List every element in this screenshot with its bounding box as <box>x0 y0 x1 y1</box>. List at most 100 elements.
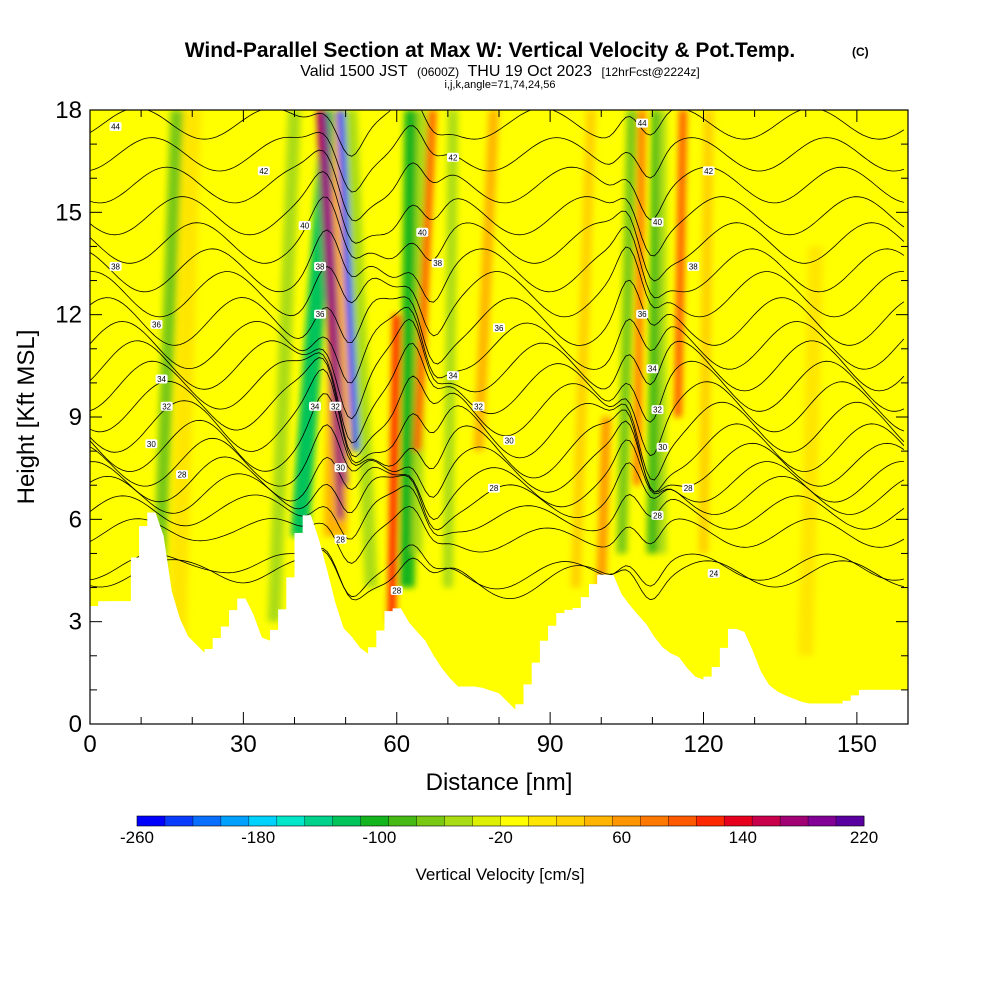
theta-contour-34 <box>90 343 905 444</box>
x-tick-label: 0 <box>83 731 96 758</box>
x-tick-label: 60 <box>383 731 410 758</box>
theta-contour-37 <box>90 279 905 365</box>
theta-contour-labels: 44 44 42 42 42 40 40 40 38 38 38 38 36 36 36 36 34 34 34 34… <box>109 118 720 595</box>
x-tick-label: 30 <box>230 731 257 758</box>
theta-contour-36 <box>90 306 905 384</box>
theta-contour-25 <box>90 544 904 598</box>
colorbar-swatch <box>612 816 641 826</box>
contour-label-text: 38 <box>433 259 442 268</box>
contour-label: 32 <box>160 401 173 411</box>
contour-label: 28 <box>390 585 403 595</box>
contour-label: 36 <box>636 309 649 319</box>
contour-label-text: 44 <box>111 123 120 132</box>
copyright-mark: (C) <box>852 45 869 59</box>
velocity-band <box>570 110 597 588</box>
contour-label: 28 <box>487 483 500 493</box>
colorbar-swatch <box>248 816 278 826</box>
contour-label-text: 38 <box>689 262 698 271</box>
contour-label-box <box>503 435 516 445</box>
contour-label: 34 <box>308 401 321 411</box>
colorbar-swatch <box>668 816 697 826</box>
colorbar-swatch <box>360 816 390 826</box>
colorbar-swatch <box>556 816 585 826</box>
contour-label-box <box>707 568 720 578</box>
contour-label-text: 30 <box>505 436 514 445</box>
colorbar-swatch <box>192 816 222 826</box>
contour-label-text: 42 <box>449 153 458 162</box>
theta-contour-41 <box>90 171 905 257</box>
contour-label-box <box>431 258 444 268</box>
theta-contour-26 <box>90 505 905 564</box>
contour-label-text: 32 <box>653 406 662 415</box>
contour-label: 44 <box>109 122 122 132</box>
contour-label-text: 30 <box>336 464 345 473</box>
contour-label: 38 <box>109 261 122 271</box>
velocity-band <box>387 314 401 622</box>
contour-label-text: 40 <box>653 218 662 227</box>
contour-label-text: 34 <box>157 375 166 384</box>
velocity-band <box>336 110 360 452</box>
valid-time: Valid 1500 JST <box>300 63 408 80</box>
theta-contour-35 <box>90 318 905 420</box>
colorbar-swatch <box>332 816 362 826</box>
colorbar-swatch <box>472 816 501 826</box>
contour-label-text: 32 <box>331 402 340 411</box>
contour-label: 40 <box>416 227 429 237</box>
contour-label: 40 <box>298 220 311 230</box>
velocity-band <box>267 110 301 622</box>
contour-label-text: 44 <box>638 119 647 128</box>
contour-label-box <box>472 401 485 411</box>
contour-label: 42 <box>702 166 715 176</box>
velocity-band <box>616 110 638 554</box>
colorbar-swatch <box>724 816 753 826</box>
grid-indices: i,j,k,angle=71,74,24,56 <box>444 79 555 91</box>
theta-contour-39 <box>90 226 905 303</box>
contour-label: 28 <box>176 469 189 479</box>
contour-label-box <box>487 483 500 493</box>
valid-date: THU 19 Oct 2023 <box>468 63 593 80</box>
field-background <box>90 110 908 710</box>
colorbar-swatch <box>696 816 725 826</box>
colorbar-swatch <box>220 816 250 826</box>
contour-label: 32 <box>651 405 664 415</box>
colorbar-swatch <box>388 816 418 826</box>
velocity-bands <box>150 110 868 690</box>
velocity-band <box>836 110 868 690</box>
contour-label-text: 34 <box>310 402 319 411</box>
contour-label-box <box>493 323 505 333</box>
contour-label-text: 36 <box>316 310 325 319</box>
colorbar-swatch <box>304 816 334 826</box>
contour-label-box <box>651 405 664 415</box>
contour-label-box <box>390 585 403 595</box>
contour-label-text: 28 <box>684 484 693 493</box>
contour-label-text: 24 <box>709 569 718 578</box>
contour-label-box <box>656 442 669 452</box>
y-tick-label: 12 <box>55 302 82 329</box>
contour-label-text: 38 <box>111 262 120 271</box>
velocity-band <box>698 110 714 554</box>
contour-label: 34 <box>155 374 168 384</box>
contour-label-text: 38 <box>316 262 325 271</box>
theta-contour-31 <box>90 393 905 493</box>
contour-label: 38 <box>431 258 444 268</box>
contour-label: 28 <box>682 483 695 493</box>
contour-label-box <box>446 371 459 381</box>
contour-label-text: 30 <box>658 443 667 452</box>
contour-label-text: 36 <box>638 310 647 319</box>
colorbar-swatch <box>640 816 669 826</box>
contour-label-text: 32 <box>162 402 171 411</box>
colorbar-tick-label: -20 <box>488 828 513 847</box>
colorbar-swatch <box>276 816 306 826</box>
velocity-band <box>674 110 687 417</box>
y-tick-label: 6 <box>69 506 82 533</box>
contour-label-text: 28 <box>336 535 345 544</box>
colorbar-swatch <box>164 816 194 826</box>
contour-label-box <box>702 166 715 176</box>
velocity-band <box>798 246 824 656</box>
theta-contour-24 <box>90 547 904 601</box>
contour-label: 32 <box>329 401 342 411</box>
velocity-band <box>344 110 378 588</box>
contour-label-box <box>109 122 122 132</box>
colorbar-swatch <box>444 816 473 826</box>
